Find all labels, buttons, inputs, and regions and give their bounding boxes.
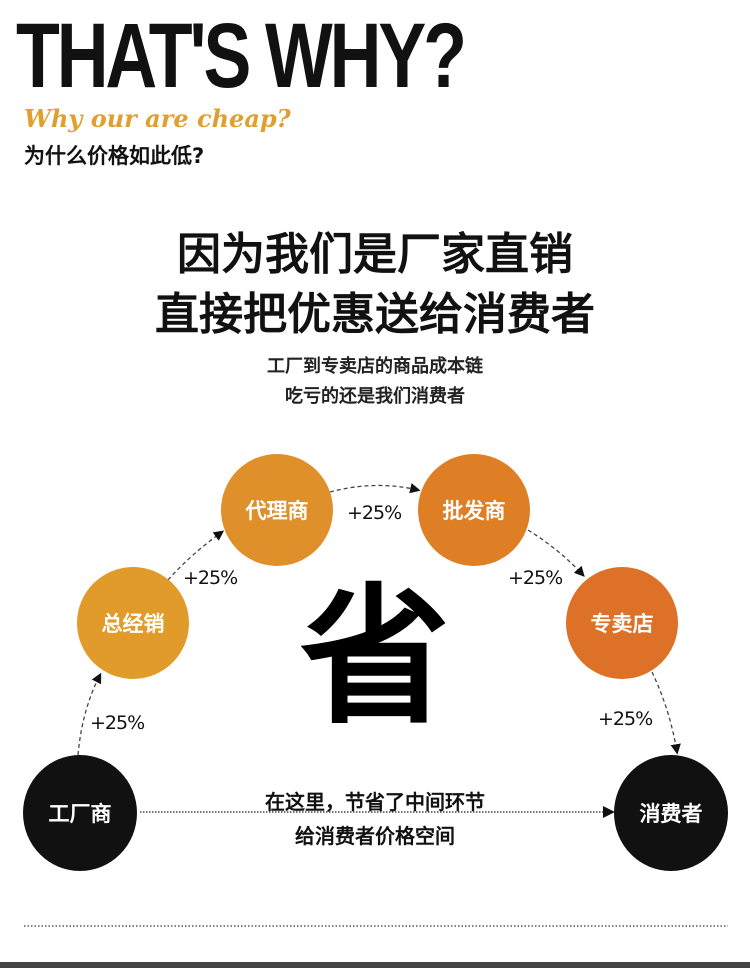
node-agent: 代理商 [221,454,333,566]
node-label: 批发商 [442,499,506,523]
node-consumer: 消费者 [614,755,728,871]
subtext-line-1: 工厂到专卖店的商品成本链 [267,356,483,377]
node-wholesaler: 批发商 [418,454,530,566]
node-factory: 工厂商 [23,755,137,871]
arrow-agent-to-wholesaler [329,483,421,494]
arrow-distributor-to-agent [167,530,225,581]
markup-label: +25% [598,708,653,730]
node-general-distributor: 总经销 [77,567,189,679]
save-character: 省 [300,571,451,745]
markup-label: +25% [183,567,238,589]
node-label: 消费者 [639,802,703,826]
markup-label: +25% [347,502,402,524]
headline-line-1: 因为我们是厂家直销 [177,229,573,280]
markup-label: +25% [90,712,145,734]
node-label: 专卖店 [590,612,654,636]
node-label: 代理商 [245,499,309,523]
node-label: 总经销 [101,612,165,636]
subtitle-english: Why our are cheap? [24,104,291,133]
headline-line-2: 直接把优惠送给消费者 [155,289,595,340]
subtitle-chinese: 为什么价格如此低? [24,144,205,168]
note-line-2: 给消费者价格空间 [295,824,455,848]
arrow-wholesaler-to-store [527,529,585,577]
arrow-store-to-consumer [651,671,681,755]
bottom-bar [0,962,750,968]
note-line-1: 在这里，节省了中间环节 [265,790,485,814]
page-title: THAT'S WHY? [16,5,467,107]
node-store: 专卖店 [566,567,678,679]
node-label: 工厂商 [48,802,112,826]
markup-label: +25% [508,567,563,589]
subtext-line-2: 吃亏的还是我们消费者 [285,386,465,407]
arrow-factory-to-distributor [77,672,102,756]
